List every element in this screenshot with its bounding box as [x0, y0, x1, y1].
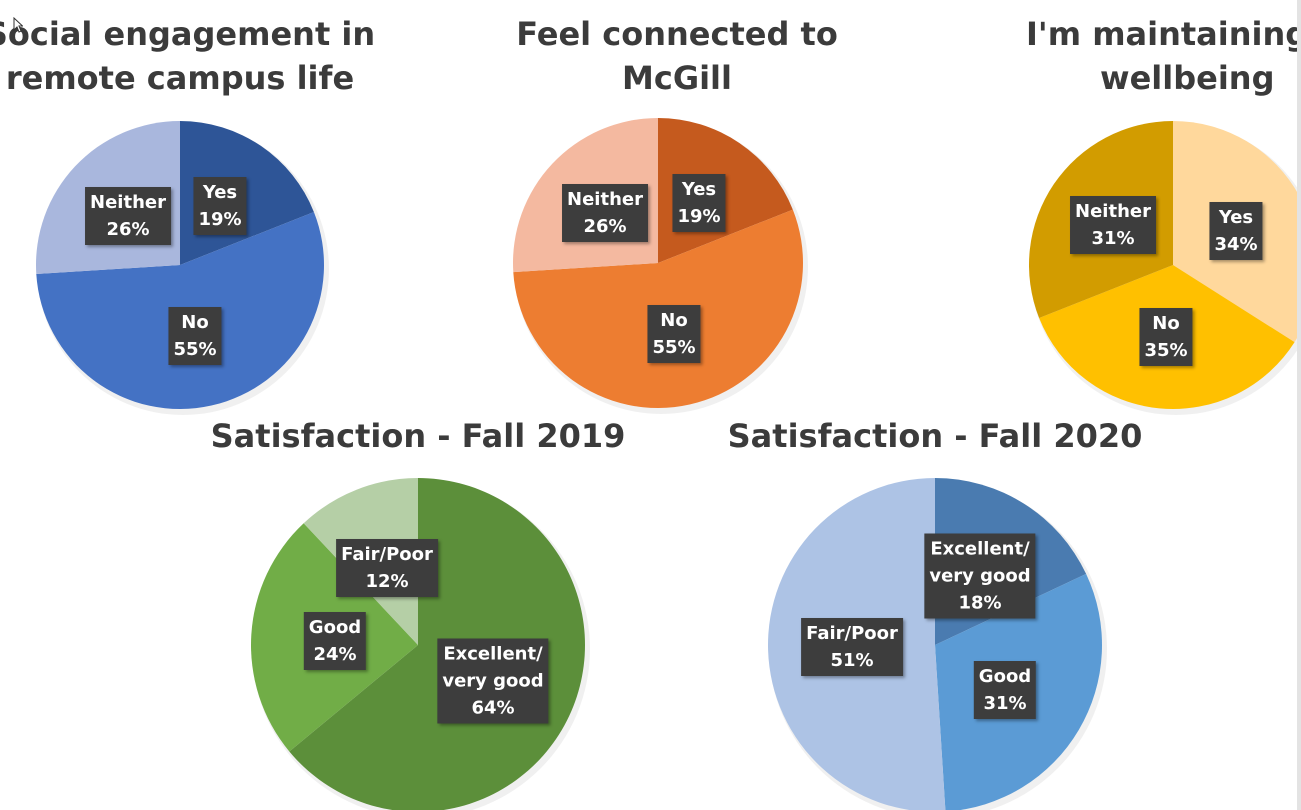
data-label-line: Neither	[567, 189, 643, 210]
pie-slice-c4-excellent-very-good	[289, 478, 585, 810]
data-label-line: Fair/Poor	[806, 623, 898, 644]
data-label-c3-neither: Neither 31%	[1070, 196, 1156, 254]
data-label-c5-good: Good 31%	[973, 661, 1037, 719]
data-label-line: 34%	[1214, 234, 1258, 255]
data-label-line: 31%	[983, 693, 1027, 714]
chart-title-wellbeing: I'm maintaining m wellbeing	[1026, 12, 1301, 100]
data-label-c5-fair-poor: Fair/Poor 51%	[801, 618, 903, 676]
data-label-c5-excellent-very-good: Excellent/very good 18%	[924, 533, 1036, 619]
data-label-line: Excellent/	[443, 643, 543, 665]
data-label-line: 26%	[583, 216, 627, 237]
chart-title-fall-2020: Satisfaction - Fall 2020	[728, 414, 1143, 458]
data-label-c3-yes: Yes 34%	[1209, 202, 1263, 260]
data-label-c3-no: No 35%	[1139, 308, 1193, 366]
data-label-c2-no: No 55%	[647, 305, 701, 363]
data-label-line: 31%	[1091, 228, 1135, 249]
data-label-line: 19%	[198, 209, 242, 230]
title-line: McGill	[622, 59, 732, 97]
data-label-c4-excellent-very-good: Excellent/very good 64%	[437, 638, 549, 724]
title-line: Feel connected to	[516, 15, 838, 53]
chart-title-feel-connected: Feel connected to McGill	[516, 12, 838, 100]
mouse-cursor-icon	[13, 17, 23, 33]
data-label-line: Good	[308, 617, 362, 638]
window-edge	[1297, 0, 1301, 810]
data-label-line: 12%	[365, 571, 409, 592]
data-label-line: Yes	[202, 182, 238, 203]
data-label-c1-yes: Yes 19%	[193, 177, 247, 235]
data-label-line: 35%	[1144, 340, 1188, 361]
data-label-line: No	[181, 312, 209, 333]
data-label-line: Fair/Poor	[341, 544, 433, 565]
title-line: Social engagement in	[0, 15, 376, 53]
data-label-line: 55%	[173, 339, 217, 360]
title-line: wellbeing	[1100, 59, 1275, 97]
data-label-c1-neither: Neither 26%	[85, 187, 171, 245]
data-label-c2-yes: Yes 19%	[672, 174, 726, 232]
data-label-c4-good: Good 24%	[303, 612, 367, 670]
data-label-line: Good	[978, 666, 1032, 687]
title-line: I'm maintaining m	[1026, 15, 1301, 53]
data-label-line: 64%	[471, 697, 515, 719]
data-label-line: Excellent/	[930, 538, 1030, 560]
data-label-line: Yes	[681, 179, 717, 200]
data-label-line: 55%	[652, 337, 696, 358]
chart-title-fall-2019: Satisfaction - Fall 2019	[211, 414, 626, 458]
title-line: remote campus life	[5, 59, 355, 97]
data-label-line: 18%	[958, 592, 1002, 614]
data-label-line: 24%	[313, 644, 357, 665]
data-label-line: No	[1152, 313, 1180, 334]
data-label-line: 26%	[106, 219, 150, 240]
title-line: Satisfaction - Fall 2019	[210, 417, 626, 455]
data-label-c2-neither: Neither 26%	[562, 184, 648, 242]
data-label-line: No	[660, 310, 688, 331]
data-label-line: Neither	[90, 192, 166, 213]
chart-title-social-engagement: Social engagement in remote campus life	[0, 12, 375, 100]
title-line: Satisfaction - Fall 2020	[727, 417, 1143, 455]
data-label-line: Yes	[1218, 207, 1254, 228]
data-label-line: very good	[442, 670, 544, 692]
data-label-line: 19%	[677, 206, 721, 227]
data-label-c4-fair-poor: Fair/Poor 12%	[336, 539, 438, 597]
data-label-line: Neither	[1075, 201, 1151, 222]
data-label-c1-no: No 55%	[168, 307, 222, 365]
data-label-line: very good	[929, 565, 1031, 587]
data-label-line: 51%	[830, 650, 874, 671]
